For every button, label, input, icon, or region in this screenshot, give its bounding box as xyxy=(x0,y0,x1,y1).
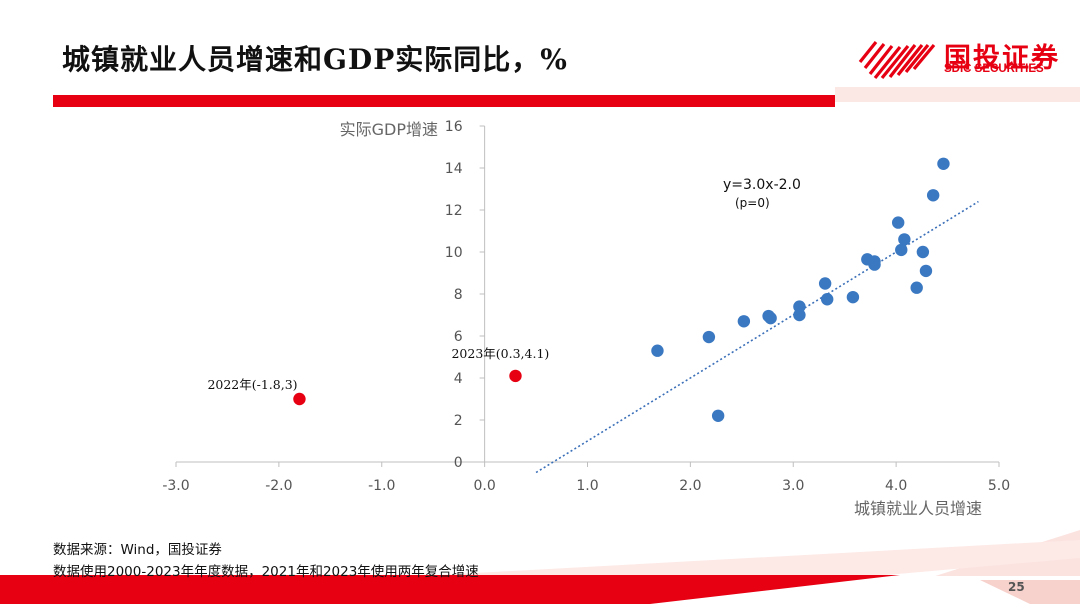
x-tick-label: -3.0 xyxy=(162,478,189,494)
data-point xyxy=(818,277,832,290)
data-point xyxy=(919,264,933,278)
y-tick-label: 6 xyxy=(454,329,463,345)
data-point xyxy=(898,233,911,246)
data-point xyxy=(937,157,950,170)
y-tick-label: 4 xyxy=(454,371,463,387)
data-point xyxy=(846,290,860,304)
x-tick-label: 4.0 xyxy=(885,478,907,494)
page-number: 25 xyxy=(1008,580,1025,594)
highlight-label: 2022年(-1.8,3) xyxy=(207,377,297,392)
trendline xyxy=(535,200,979,474)
x-tick-label: 5.0 xyxy=(988,478,1010,494)
y-tick-label: 8 xyxy=(454,287,463,303)
footer-decoration xyxy=(0,530,1080,604)
y-axis-title: 实际GDP增速 xyxy=(340,120,438,139)
page-title: 城镇就业人员增速和GDP实际同比，% xyxy=(62,43,568,76)
data-point xyxy=(916,245,930,259)
x-tick-label: 0.0 xyxy=(473,478,495,494)
header-red-bar xyxy=(53,95,835,107)
data-point xyxy=(910,281,923,294)
y-tick-label: 2 xyxy=(454,413,463,429)
data-point xyxy=(926,189,940,202)
company-logo: 国投证券 SDIC SECURITIES xyxy=(858,36,1068,80)
y-tick-label: 10 xyxy=(445,245,463,261)
source-note: 数据来源：Wind，国投证券 xyxy=(53,542,222,558)
chart-labels: 2022年(-1.8,3) 2023年(0.3,4.1) xyxy=(207,346,549,392)
data-point xyxy=(737,315,751,328)
data-point xyxy=(895,243,908,257)
data-point xyxy=(702,330,716,344)
highlight-label: 2023年(0.3,4.1) xyxy=(451,346,549,361)
data-point xyxy=(820,293,834,306)
chart-axes xyxy=(176,126,999,463)
logo-stripes-icon xyxy=(858,41,936,80)
x-tick-label: 2.0 xyxy=(679,478,701,494)
x-tick-label: -2.0 xyxy=(265,478,292,494)
x-tick-label: -1.0 xyxy=(368,478,395,494)
data-point xyxy=(764,311,777,325)
data-note: 数据使用2000-2023年年度数据，2021年和2023年使用两年复合增速 xyxy=(53,564,479,580)
y-tick-label: 16 xyxy=(445,119,463,135)
data-point xyxy=(891,216,905,229)
trendline-note: (p=0) xyxy=(735,196,770,210)
x-tick-label: 3.0 xyxy=(782,478,804,494)
chart-ticks: -3.0 -2.0 -1.0 0.0 1.0 2.0 3.0 4.0 5.0 0 2 4 6 8 10 12 1… xyxy=(162,119,1010,518)
logo-english-text: SDIC SECURITIES xyxy=(944,63,1044,75)
data-point xyxy=(868,258,881,271)
chart-points xyxy=(293,157,950,422)
data-point xyxy=(651,344,664,357)
y-tick-label: 14 xyxy=(445,161,463,177)
highlight-point xyxy=(293,392,306,406)
data-point xyxy=(793,300,806,313)
y-tick-label: 0 xyxy=(454,455,463,471)
highlight-point xyxy=(509,369,522,383)
trendline-equation: y=3.0x-2.0 xyxy=(723,177,801,193)
chart-trendline: y=3.0x-2.0 (p=0) xyxy=(535,177,979,474)
header-pink-bar xyxy=(835,87,1080,102)
scatter-chart: -3.0 -2.0 -1.0 0.0 1.0 2.0 3.0 4.0 5.0 0 2 4 6 8 10 12 1… xyxy=(162,119,1010,518)
x-tick-label: 1.0 xyxy=(576,478,598,494)
x-axis-title: 城镇就业人员增速 xyxy=(854,499,982,518)
y-tick-label: 12 xyxy=(445,203,463,219)
data-point xyxy=(711,409,725,422)
logo-chinese-text: 国投证券 xyxy=(944,43,1060,74)
